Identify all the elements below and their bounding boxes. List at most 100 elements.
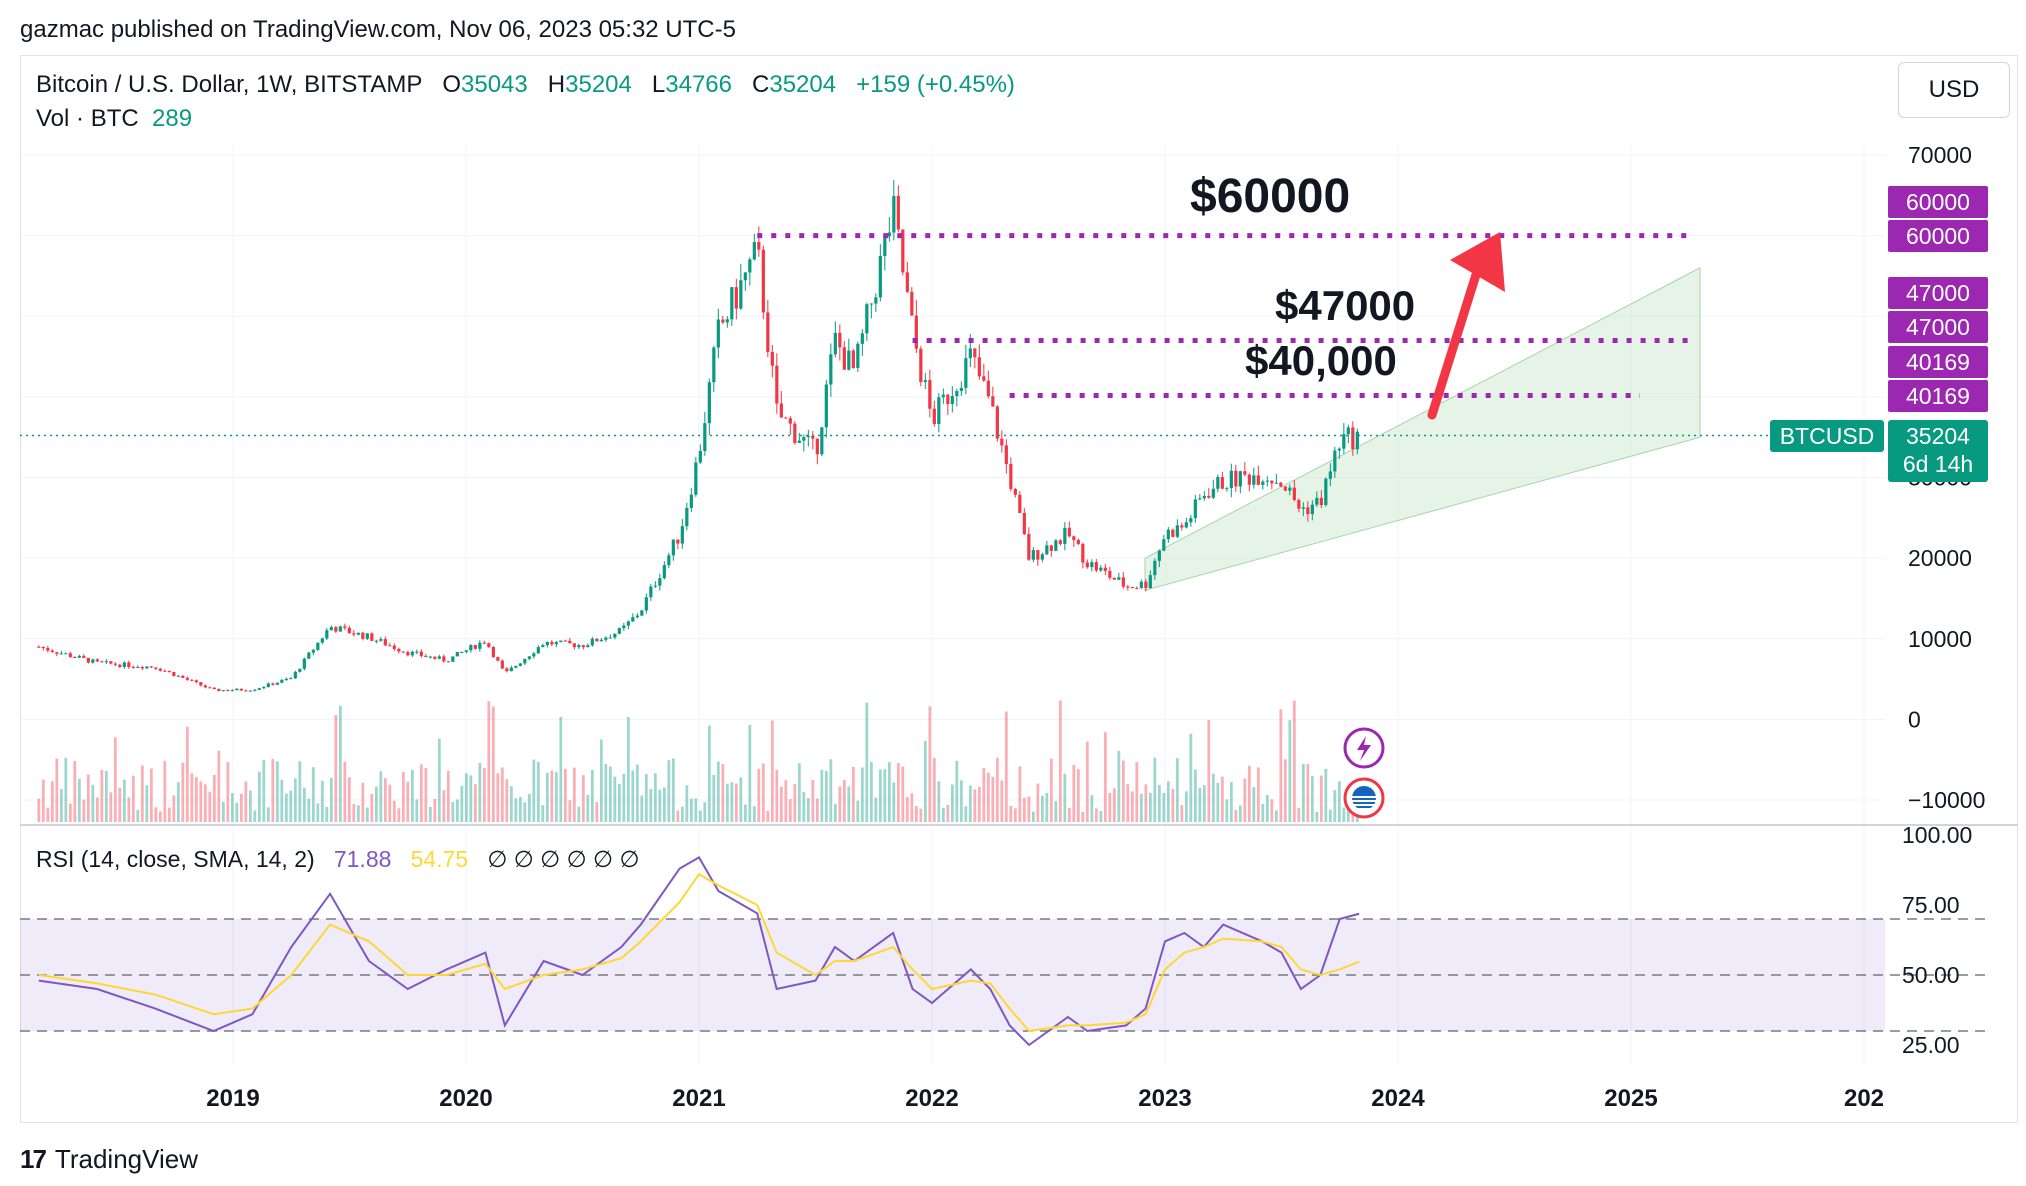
volume-bar bbox=[946, 804, 950, 822]
volume-bar bbox=[1036, 783, 1040, 822]
volume-bar bbox=[185, 726, 189, 822]
volume-bar bbox=[1166, 781, 1170, 822]
candle-body bbox=[424, 655, 428, 657]
candle-body bbox=[869, 303, 873, 305]
candle-body bbox=[68, 653, 72, 658]
candle-body bbox=[1144, 581, 1148, 588]
candle-body bbox=[1067, 527, 1071, 537]
level-badge bbox=[1888, 311, 1988, 343]
volume-bar bbox=[329, 777, 333, 822]
candle-body bbox=[266, 683, 270, 688]
candle-body bbox=[244, 690, 248, 692]
candle-body bbox=[262, 687, 266, 689]
candle-body bbox=[964, 358, 968, 388]
rsi-title[interactable]: RSI (14, close, SMA, 14, 2) bbox=[36, 846, 315, 872]
time-tick-label: 2025 bbox=[1604, 1085, 1657, 1112]
volume-bar bbox=[203, 784, 207, 822]
volume-bar bbox=[590, 770, 594, 822]
symbol-title[interactable]: Bitcoin / U.S. Dollar, 1W, BITSTAMP bbox=[36, 71, 423, 98]
candle-body bbox=[851, 350, 855, 368]
candle-body bbox=[167, 670, 171, 673]
candle-body bbox=[509, 667, 513, 672]
candle-body bbox=[329, 627, 333, 631]
candle-body bbox=[275, 682, 279, 685]
volume-bar bbox=[1004, 711, 1008, 822]
volume-bar bbox=[496, 773, 500, 822]
volume-bar bbox=[68, 803, 72, 822]
volume-bar bbox=[1184, 791, 1188, 822]
candle-body bbox=[649, 586, 653, 598]
currency-button[interactable]: USD bbox=[1898, 62, 2010, 118]
candle-body bbox=[419, 651, 423, 656]
candle-body bbox=[320, 638, 324, 643]
volume-bar bbox=[1180, 805, 1184, 822]
level-badge bbox=[1888, 380, 1988, 412]
candle-body bbox=[518, 663, 522, 666]
volume-bar bbox=[172, 795, 176, 822]
volume-bar bbox=[1328, 809, 1332, 822]
candle-body bbox=[586, 645, 590, 648]
volume-bar bbox=[424, 768, 428, 822]
volume-bar bbox=[991, 776, 995, 822]
candle-body bbox=[473, 645, 477, 649]
candle-body bbox=[563, 640, 567, 642]
candle-body bbox=[712, 347, 716, 383]
candle-body bbox=[365, 633, 369, 639]
candle-body bbox=[154, 667, 158, 669]
candle-body bbox=[1229, 470, 1233, 489]
volume-label[interactable]: Vol · BTC bbox=[36, 105, 139, 132]
candle-body bbox=[1121, 577, 1125, 587]
candle-body bbox=[878, 255, 882, 298]
volume-bar bbox=[154, 807, 158, 822]
candle-body bbox=[230, 690, 234, 692]
volume-bar bbox=[554, 772, 558, 822]
level-badge bbox=[1888, 277, 1988, 309]
volume-bar bbox=[698, 810, 702, 822]
candle-body bbox=[95, 659, 99, 662]
volume-bar bbox=[842, 779, 846, 822]
volume-bar bbox=[1274, 810, 1278, 822]
candle-body bbox=[374, 640, 378, 642]
candle-body bbox=[928, 380, 932, 409]
volume-bar bbox=[311, 767, 315, 822]
flag-stripe bbox=[1352, 800, 1376, 802]
candle-body bbox=[1166, 529, 1170, 540]
candle-body bbox=[37, 646, 41, 648]
candle-body bbox=[1040, 554, 1044, 560]
volume-bar bbox=[1319, 775, 1323, 822]
volume-bar bbox=[910, 793, 914, 822]
volume-bar bbox=[1130, 791, 1134, 822]
volume-bar bbox=[1288, 720, 1292, 822]
candle-body bbox=[1099, 567, 1103, 571]
candle-body bbox=[784, 417, 788, 419]
candle-body bbox=[1022, 513, 1026, 535]
volume-bar bbox=[406, 781, 410, 822]
volume-bar bbox=[131, 775, 135, 822]
volume-bar bbox=[671, 758, 675, 822]
candle-body bbox=[1117, 577, 1121, 580]
candle-body bbox=[721, 319, 725, 323]
volume-bar bbox=[136, 809, 140, 822]
candle-body bbox=[289, 678, 293, 680]
volume-bar bbox=[662, 787, 666, 822]
volume-bar bbox=[316, 803, 320, 822]
volume-bar bbox=[865, 702, 869, 822]
candle-body bbox=[77, 655, 81, 658]
candle-body bbox=[1153, 560, 1157, 576]
volume-bar bbox=[1103, 732, 1107, 822]
level-badge bbox=[1888, 346, 1988, 378]
candle-body bbox=[793, 423, 797, 443]
candle-body bbox=[352, 633, 356, 635]
volume-bar bbox=[973, 789, 977, 822]
tradingview-logo[interactable]: 17 TradingView bbox=[20, 1144, 198, 1175]
volume-bar bbox=[941, 807, 945, 822]
rsi-sma-value: 54.75 bbox=[410, 846, 469, 872]
candle-body bbox=[316, 642, 320, 650]
candle-body bbox=[1274, 482, 1278, 484]
candle-body bbox=[172, 672, 176, 677]
candle-body bbox=[50, 650, 54, 653]
volume-bar bbox=[401, 772, 405, 822]
volume-value: 289 bbox=[152, 105, 193, 132]
candle-body bbox=[883, 236, 887, 256]
